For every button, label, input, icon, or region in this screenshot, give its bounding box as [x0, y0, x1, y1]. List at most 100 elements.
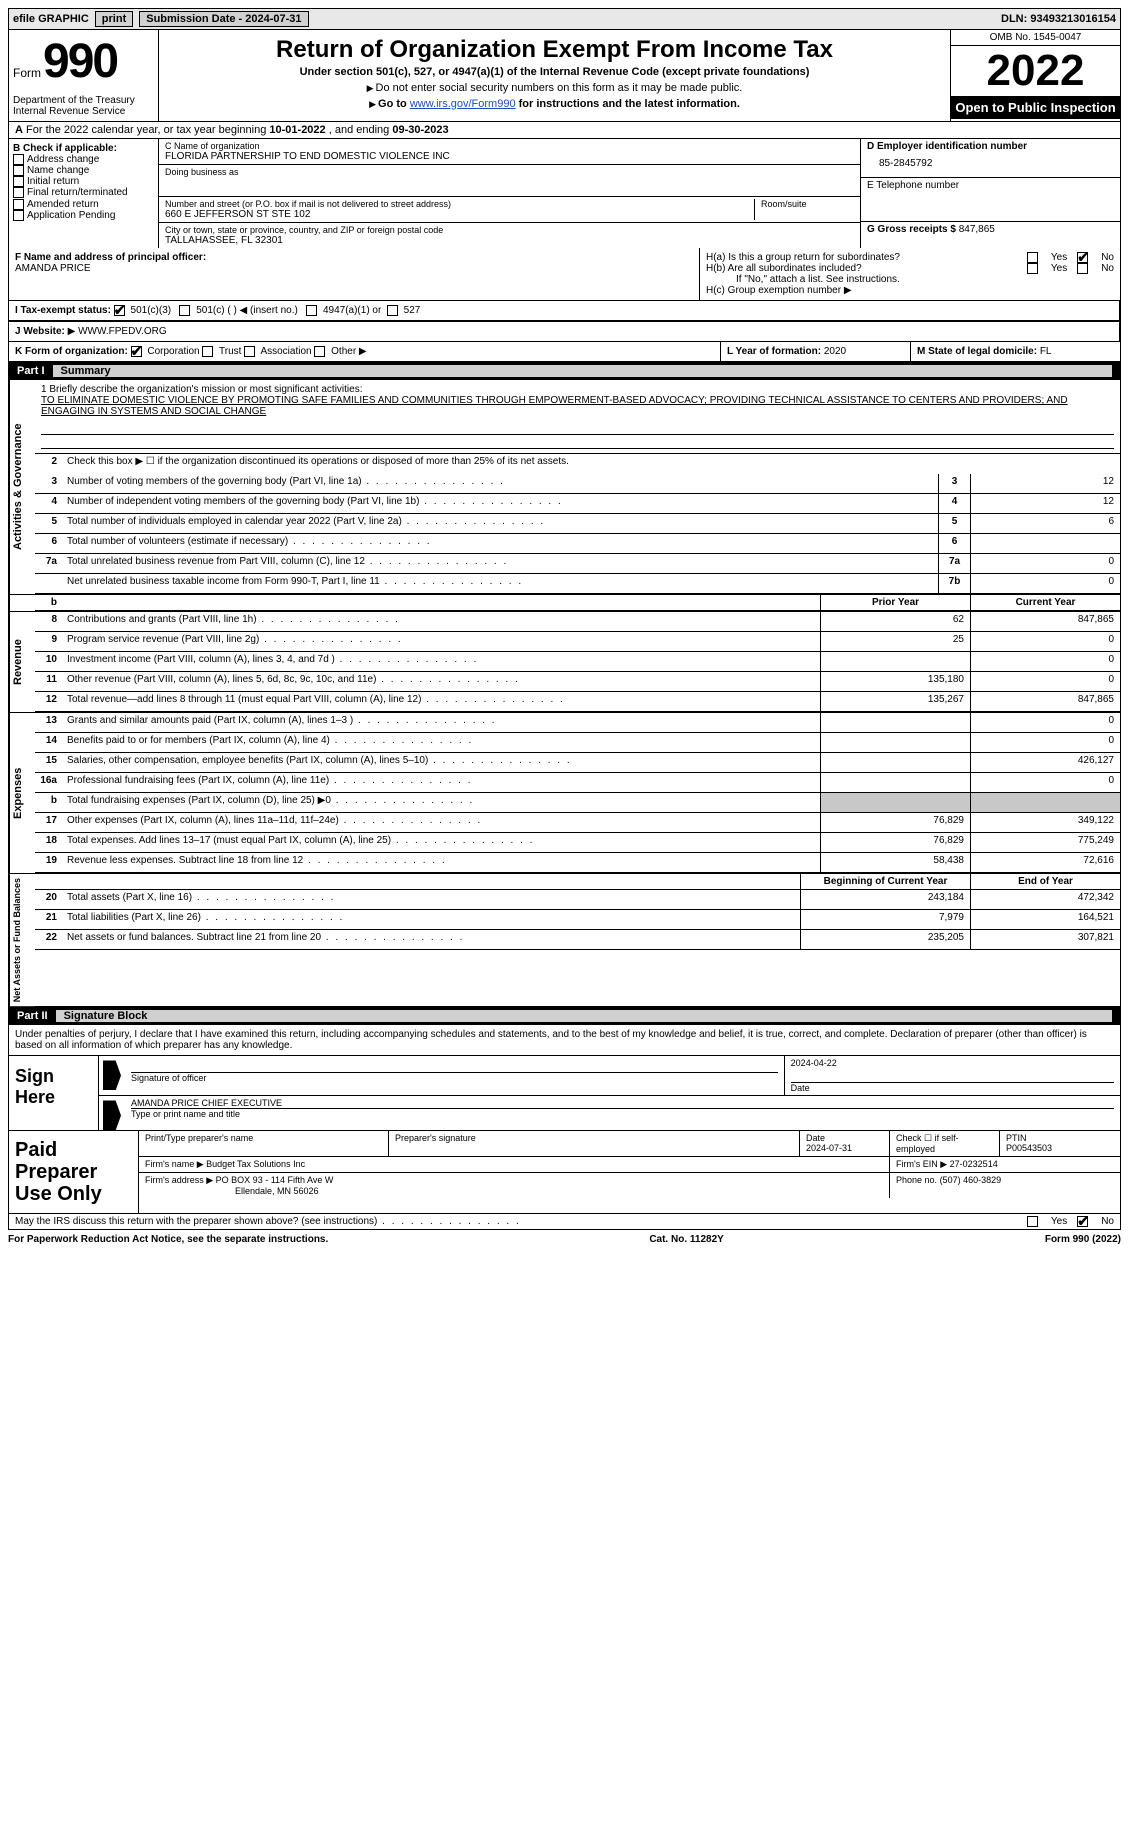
spacer-b: b Prior Year Current Year [8, 595, 1121, 612]
officer-print-name: AMANDA PRICE CHIEF EXECUTIVE [131, 1098, 282, 1108]
prep-date: 2024-07-31 [806, 1143, 852, 1153]
self-employed-check[interactable]: Check ☐ if self-employed [896, 1133, 959, 1154]
firm-name: Budget Tax Solutions Inc [206, 1159, 305, 1169]
open-public: Open to Public Inspection [951, 96, 1120, 119]
tab-revenue: Revenue [9, 612, 35, 712]
summary-row: 14Benefits paid to or for members (Part … [35, 733, 1120, 753]
signature-arrow-icon [103, 1060, 121, 1090]
col-b-checkboxes: B Check if applicable: Address change Na… [9, 139, 159, 248]
discuss-yes[interactable] [1027, 1216, 1038, 1227]
summary-row: 7aTotal unrelated business revenue from … [35, 554, 1120, 574]
chk-amended[interactable] [13, 199, 24, 210]
summary-row: 13Grants and similar amounts paid (Part … [35, 713, 1120, 733]
discuss-row: May the IRS discuss this return with the… [8, 1214, 1121, 1230]
discuss-no[interactable] [1077, 1216, 1088, 1227]
chk-address-change[interactable] [13, 154, 24, 165]
chk-assoc[interactable] [244, 346, 255, 357]
firm-phone: (507) 460-3829 [940, 1175, 1002, 1185]
paid-preparer-label: Paid Preparer Use Only [9, 1131, 139, 1213]
addr-label: Number and street (or P.O. box if mail i… [165, 199, 754, 209]
row-ij: I Tax-exempt status: 501(c)(3) 501(c) ( … [8, 301, 1121, 322]
ha-label: H(a) Is this a group return for subordin… [706, 252, 1027, 263]
summary-row: 22Net assets or fund balances. Subtract … [35, 930, 1120, 950]
chk-app-pending[interactable] [13, 210, 24, 221]
year-formation: 2020 [824, 346, 846, 357]
summary-row: 4Number of independent voting members of… [35, 494, 1120, 514]
part1-header: Part I Summary [8, 362, 1121, 380]
signature-arrow-icon [103, 1100, 121, 1130]
summary-row: 8Contributions and grants (Part VIII, li… [35, 612, 1120, 632]
summary-row: 19Revenue less expenses. Subtract line 1… [35, 853, 1120, 873]
tax-year: 2022 [951, 46, 1120, 96]
ssn-note: Do not enter social security numbers on … [167, 82, 942, 94]
chk-corp[interactable] [131, 346, 142, 357]
print-button[interactable]: print [95, 11, 133, 27]
summary-row: 9Program service revenue (Part VIII, lin… [35, 632, 1120, 652]
state-domicile: FL [1040, 346, 1052, 357]
part2-header: Part II Signature Block [8, 1007, 1121, 1025]
org-name: FLORIDA PARTNERSHIP TO END DOMESTIC VIOL… [165, 151, 854, 162]
netassets-section: Net Assets or Fund Balances Beginning of… [8, 874, 1121, 1007]
summary-row: 20Total assets (Part X, line 16)243,1844… [35, 890, 1120, 910]
room-label: Room/suite [761, 199, 854, 209]
summary-row: 5Total number of individuals employed in… [35, 514, 1120, 534]
expenses-section: Expenses 13Grants and similar amounts pa… [8, 713, 1121, 874]
chk-final-return[interactable] [13, 187, 24, 198]
website: WWW.FPEDV.ORG [78, 326, 167, 337]
submission-date: Submission Date - 2024-07-31 [139, 11, 308, 27]
summary-row: 10Investment income (Part VIII, column (… [35, 652, 1120, 672]
phone-label: E Telephone number [867, 180, 959, 191]
summary-row: 17Other expenses (Part IX, column (A), l… [35, 813, 1120, 833]
form-header: Form 990 Department of the Treasury Inte… [8, 30, 1121, 122]
signature-declaration: Under penalties of perjury, I declare th… [8, 1025, 1121, 1056]
hb-yes[interactable] [1027, 263, 1038, 274]
irs-link[interactable]: www.irs.gov/Form990 [410, 98, 516, 110]
summary-row: 12Total revenue—add lines 8 through 11 (… [35, 692, 1120, 712]
end-year-hdr: End of Year [970, 874, 1120, 889]
tab-governance: Activities & Governance [9, 380, 35, 594]
current-year-hdr: Current Year [970, 595, 1120, 610]
chk-name-change[interactable] [13, 165, 24, 176]
chk-other[interactable] [314, 346, 325, 357]
ptin: P00543503 [1006, 1143, 1052, 1153]
officer-signature-line[interactable] [131, 1072, 778, 1073]
summary-row: 18Total expenses. Add lines 13–17 (must … [35, 833, 1120, 853]
row-a-tax-year: A For the 2022 calendar year, or tax yea… [8, 122, 1121, 139]
summary-row: Net unrelated business taxable income fr… [35, 574, 1120, 594]
row-j: J Website: ▶ WWW.FPEDV.ORG [8, 322, 1121, 342]
begin-year-hdr: Beginning of Current Year [800, 874, 970, 889]
sign-here-block: Sign Here Signature of officer 2024-04-2… [8, 1056, 1121, 1131]
gross-receipts: 847,865 [959, 224, 995, 235]
hb-label: H(b) Are all subordinates included? [706, 263, 1027, 274]
hb-note: If "No," attach a list. See instructions… [706, 274, 1114, 285]
revenue-section: Revenue 8Contributions and grants (Part … [8, 612, 1121, 713]
chk-501c[interactable] [179, 305, 190, 316]
row-fh: F Name and address of principal officer:… [8, 248, 1121, 301]
sign-here-label: Sign Here [9, 1056, 99, 1130]
chk-trust[interactable] [202, 346, 213, 357]
chk-initial-return[interactable] [13, 176, 24, 187]
firm-addr1: PO BOX 93 - 114 Fifth Ave W [216, 1175, 334, 1185]
firm-addr2: Ellendale, MN 56026 [145, 1186, 319, 1196]
chk-527[interactable] [387, 305, 398, 316]
goto-note: Go to www.irs.gov/Form990 for instructio… [167, 98, 942, 110]
ha-no[interactable] [1077, 252, 1088, 263]
summary-row: 6Total number of volunteers (estimate if… [35, 534, 1120, 554]
chk-4947[interactable] [306, 305, 317, 316]
chk-501c3[interactable] [114, 305, 125, 316]
summary-row: 21Total liabilities (Part X, line 26)7,9… [35, 910, 1120, 930]
q2-text: Check this box ▶ ☐ if the organization d… [63, 454, 1120, 474]
gross-receipts-label: G Gross receipts $ [867, 224, 956, 235]
summary-row: 16aProfessional fundraising fees (Part I… [35, 773, 1120, 793]
main-title: Return of Organization Exempt From Incom… [167, 36, 942, 64]
activities-governance: Activities & Governance 1 Briefly descri… [8, 380, 1121, 595]
firm-ein: 27-0232514 [950, 1159, 998, 1169]
city-state-zip: TALLAHASSEE, FL 32301 [165, 235, 854, 246]
efile-label: efile GRAPHIC [13, 13, 89, 25]
hb-no[interactable] [1077, 263, 1088, 274]
name-label: C Name of organization [165, 141, 854, 151]
cat-no: Cat. No. 11282Y [649, 1234, 723, 1245]
ha-yes[interactable] [1027, 252, 1038, 263]
row-klm: K Form of organization: Corporation Trus… [8, 342, 1121, 362]
paid-preparer-block: Paid Preparer Use Only Print/Type prepar… [8, 1131, 1121, 1214]
